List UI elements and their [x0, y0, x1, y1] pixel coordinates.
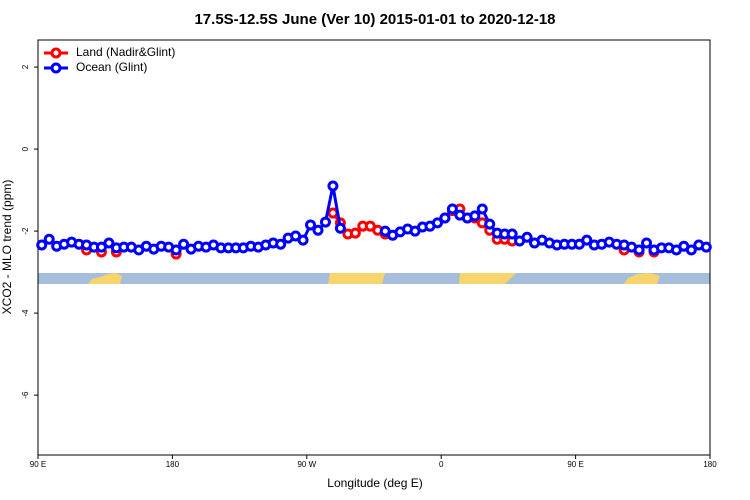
data-point [476, 203, 488, 215]
data-point [312, 224, 324, 236]
land-mask-strip [38, 273, 710, 284]
x-tick-label: 0 [439, 460, 444, 469]
data-point [633, 244, 645, 256]
data-point [581, 234, 593, 246]
x-tick-label: 90 E [30, 460, 46, 469]
data-point [275, 238, 287, 250]
y-tick-label: 2 [21, 64, 30, 69]
data-point [305, 219, 317, 231]
x-tick-label: 90 E [567, 460, 583, 469]
data-point [439, 212, 451, 224]
data-point [36, 239, 48, 251]
data-point [685, 244, 697, 256]
legend: Land (Nadir&Glint)Ocean (Glint) [44, 45, 175, 74]
data-point [178, 238, 190, 250]
legend-label: Ocean (Glint) [76, 60, 147, 74]
data-point [327, 180, 339, 192]
y-tick-label: -2 [21, 227, 30, 235]
legend-marker [50, 47, 62, 59]
data-point [484, 218, 496, 230]
x-tick-label: 90 W [297, 460, 316, 469]
data-point [446, 203, 458, 215]
data-point [431, 217, 443, 229]
data-point [349, 227, 361, 239]
y-tick-label: 0 [21, 146, 30, 151]
data-point [521, 231, 533, 243]
y-tick-label: -6 [21, 391, 30, 399]
x-axis-title: Longitude (deg E) [327, 476, 422, 490]
data-point [506, 228, 518, 240]
data-point [43, 233, 55, 245]
data-point [103, 237, 115, 249]
x-tick-label: 180 [166, 460, 180, 469]
data-point [319, 216, 331, 228]
data-point [170, 244, 182, 256]
data-point [700, 241, 712, 253]
data-point [641, 237, 653, 249]
legend-marker [50, 62, 62, 74]
data-point [469, 210, 481, 222]
y-axis-title: XCO2 - MLO trend (ppm) [0, 180, 14, 315]
x-tick-label: 180 [703, 460, 717, 469]
legend-label: Land (Nadir&Glint) [76, 45, 175, 59]
data-point [334, 222, 346, 234]
y-tick-label: -4 [21, 309, 30, 317]
chart-title: 17.5S-12.5S June (Ver 10) 2015-01-01 to … [194, 11, 555, 28]
data-point [297, 234, 309, 246]
